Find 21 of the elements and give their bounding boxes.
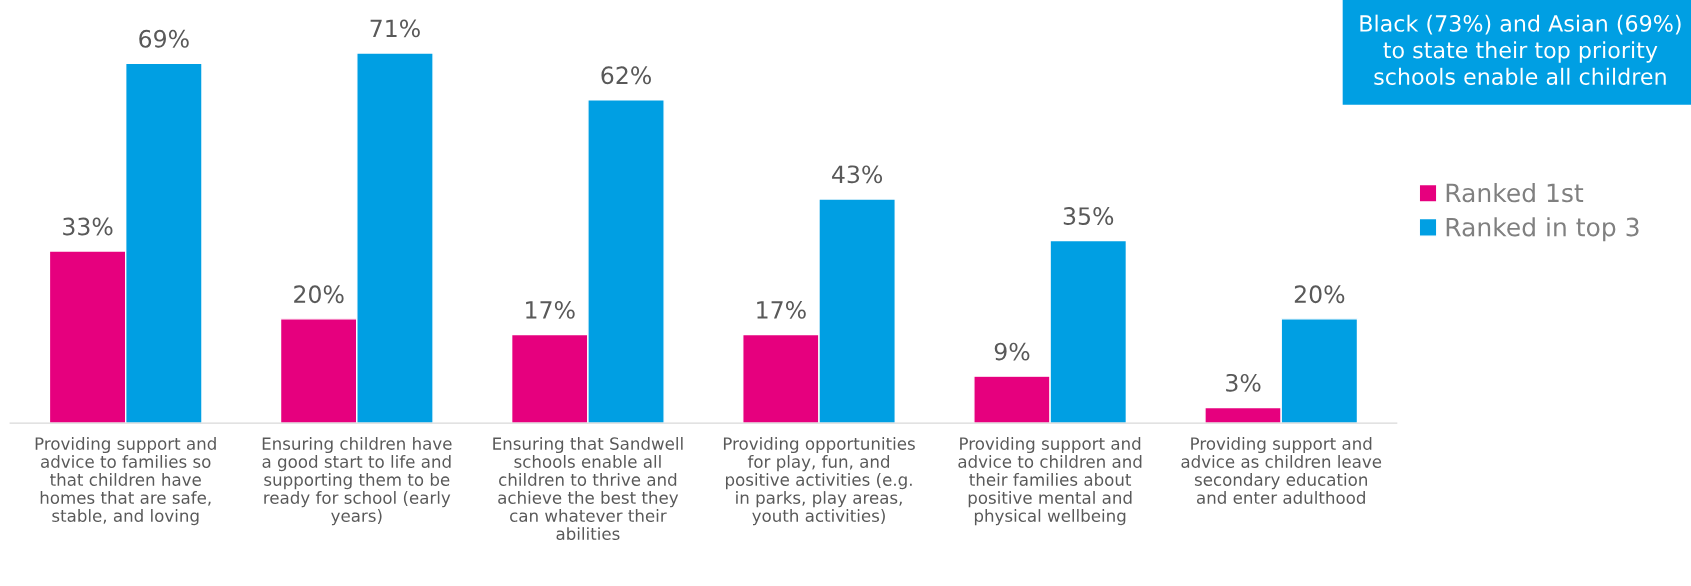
data-label: 43% <box>832 165 883 184</box>
data-label: 9% <box>994 342 1030 361</box>
data-label: 35% <box>1063 207 1114 225</box>
data-label: 20% <box>1294 285 1345 304</box>
data-label: 62% <box>601 66 651 85</box>
x-tick-label: Ensuring children have a good start to life and supporting them to be ready for school (early years) <box>262 436 452 526</box>
data-label: 20% <box>294 285 344 304</box>
x-tick-label: Providing support and advice to families so that children have homes that are safe, stable, and loving <box>35 436 216 526</box>
legend-label: Ranked in top 3 <box>1446 217 1639 242</box>
data-label: 17% <box>526 300 575 319</box>
data-label: 33% <box>63 217 113 236</box>
data-label: 17% <box>757 300 806 319</box>
data-label: 71% <box>370 19 420 38</box>
x-tick-label: Ensuring that Sandwell schools enable all children to thrive and achieve the best they can whatever their abilities <box>493 436 683 541</box>
annotation: Black (73%) and Asian (69%) to state their top priority schools enable all children <box>1360 14 1681 85</box>
legend-label: Ranked 1st <box>1446 182 1584 203</box>
x-tick-label: Providing support and advice to children and their families about positive mental and physical wellbeing <box>958 436 1142 526</box>
x-tick-label: Providing support and advice as children leave secondary education and enter adulthood <box>1181 436 1382 504</box>
x-tick-label: Providing opportunities for play, fun, and positive activities (e.g. in parks, play areas, youth activities) <box>723 436 915 526</box>
data-label: 69% <box>139 29 189 48</box>
data-label: 3% <box>1226 373 1261 392</box>
